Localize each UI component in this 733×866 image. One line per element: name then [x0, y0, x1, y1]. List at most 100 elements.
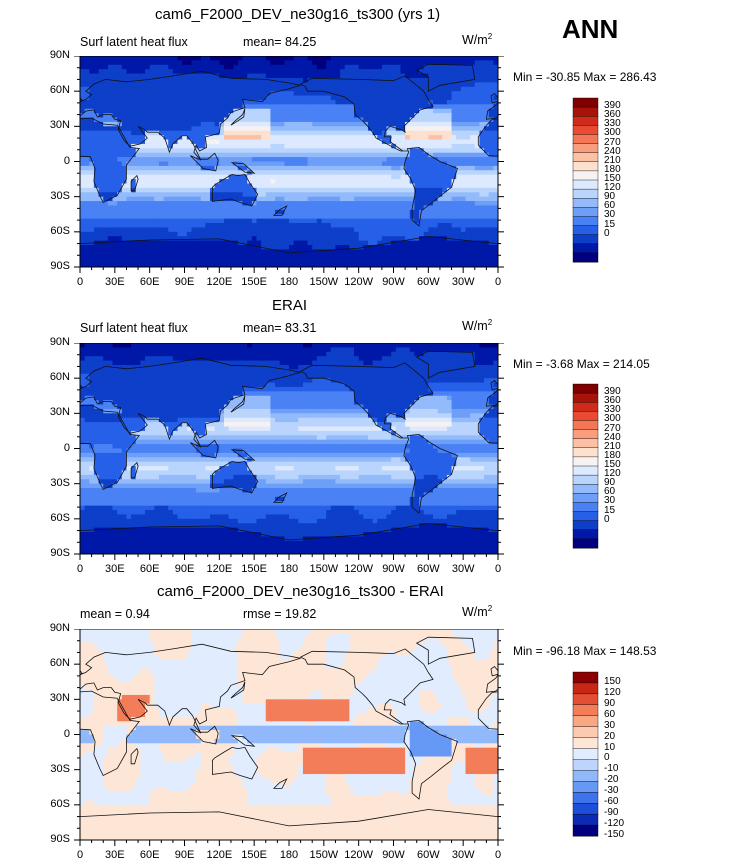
lon-tick-label: 30W	[451, 849, 475, 861]
lon-tick-label: 0	[494, 849, 502, 861]
colorbar-swatch	[572, 682, 599, 695]
colorbar-swatch	[572, 207, 599, 217]
lon-tick-label: 150W	[309, 563, 339, 575]
lon-tick-label: 0	[494, 276, 502, 288]
colorbar-level-label: -60	[604, 796, 619, 808]
coastline-africa	[80, 690, 140, 777]
coastline-eurasia	[80, 70, 301, 161]
coastline-japan	[230, 681, 246, 699]
colorbar-level-label: -10	[604, 763, 619, 775]
coastline-new_guinea	[230, 735, 256, 747]
lon-tick-label: 60W	[417, 563, 440, 575]
lat-tick-label: 60N	[49, 657, 70, 670]
lon-tick-label: 90W	[382, 849, 405, 861]
coastline-africa	[80, 404, 140, 491]
coastline-japan	[230, 395, 246, 413]
variable-label: Surf latent heat flux	[80, 321, 188, 335]
colorbar-level-label: 300	[604, 413, 621, 425]
colorbar-level-label: 240	[604, 145, 621, 157]
colorbar-level-label: 0	[604, 513, 610, 525]
lon-tick-label: 120W	[344, 276, 374, 288]
colorbar-level-label: 15	[604, 218, 616, 230]
mean-stat: mean= 83.31	[243, 321, 317, 335]
lon-tick-label: 180	[279, 563, 299, 575]
colorbar-swatch	[572, 106, 599, 117]
coastline-n_america	[299, 648, 434, 725]
colorbar-swatch	[572, 529, 599, 540]
colorbar-level-label: -30	[604, 785, 619, 797]
coastline-new_guinea	[230, 449, 256, 461]
colorbar-level-label: 120	[604, 182, 621, 194]
colorbar-level-label: 60	[604, 486, 616, 498]
colorbar-swatch	[572, 188, 599, 199]
colorbar-swatch	[572, 704, 599, 717]
coastline-greenland	[415, 350, 476, 379]
colorbar-level-label: 390	[604, 100, 621, 112]
colorbar-level-label: 20	[604, 730, 616, 742]
coastline-antarctica	[80, 236, 498, 267]
lat-tick-label: 90S	[50, 547, 70, 559]
colorbar-swatch	[572, 693, 599, 706]
map-plot	[74, 343, 504, 560]
colorbar-swatch	[572, 234, 599, 245]
lon-tick-label: 120W	[344, 563, 374, 575]
colorbar-swatch	[572, 511, 599, 522]
lon-tick-label: 120E	[206, 276, 233, 288]
lat-tick-label: 0	[63, 154, 70, 167]
colorbar-level-label: 90	[604, 477, 616, 489]
map-plot	[74, 629, 504, 846]
coastline-antarctica	[80, 809, 498, 840]
colorbar-swatch	[572, 520, 599, 531]
colorbar-swatch	[572, 179, 599, 190]
lat-tick-label: 30N	[49, 119, 70, 132]
lon-tick-label: 60E	[139, 849, 160, 861]
colorbar-swatch	[572, 726, 599, 739]
colorbar-swatch	[572, 484, 599, 494]
units-label: W/m2	[462, 604, 493, 620]
colorbar-swatch	[572, 152, 599, 163]
lon-tick-label: 90W	[382, 276, 405, 288]
lon-tick-label: 60E	[139, 276, 160, 288]
colorbar-swatch	[572, 737, 599, 750]
colorbar-swatch	[572, 824, 599, 837]
lat-tick-label: 60S	[50, 224, 70, 237]
colorbar-swatch	[572, 802, 599, 815]
colorbar-swatch	[572, 715, 599, 728]
lat-tick-label: 90S	[50, 833, 70, 845]
colorbar-level-label: 300	[604, 127, 621, 139]
colorbar-swatch	[572, 429, 599, 440]
coastline-borneo_sumatra	[190, 439, 219, 459]
colorbar-level-label: -150	[604, 829, 625, 840]
coastline-n_america	[299, 362, 434, 439]
panel-title: cam6_F2000_DEV_ne30g16_ts300 (yrs 1)	[155, 6, 441, 23]
coastline-new_guinea	[230, 162, 256, 174]
coastline-antarctica	[497, 816, 498, 840]
panel-title: cam6_F2000_DEV_ne30g16_ts300 - ERAI	[157, 583, 444, 600]
colorbar-level-label: -20	[604, 774, 619, 786]
min-max-label: Min = -3.68 Max = 214.05	[513, 357, 650, 371]
colorbar-swatch	[572, 759, 599, 771]
lon-tick-label: 150E	[241, 849, 267, 861]
colorbar-swatch	[572, 770, 599, 782]
colorbar-level-label: 15	[604, 504, 616, 516]
lon-tick-label: 30E	[105, 563, 125, 575]
panel-title: ERAI	[272, 297, 308, 314]
lon-tick-label: 180	[279, 849, 299, 861]
lon-tick-label: 120W	[344, 849, 374, 861]
lon-tick-label: 30E	[105, 276, 125, 288]
colorbar-swatch	[572, 792, 599, 804]
colorbar-level-label: 30	[604, 719, 616, 731]
lon-tick-label: 150E	[241, 276, 267, 288]
coastline-madagascar	[130, 174, 139, 192]
lat-tick-label: 90N	[49, 49, 70, 61]
colorbar-level-label: 120	[604, 468, 621, 480]
colorbar-swatch	[572, 198, 599, 208]
lon-tick-label: 120E	[206, 563, 233, 575]
lon-tick-label: 60W	[417, 849, 440, 861]
colorbar	[572, 671, 599, 837]
lat-tick-label: 60N	[49, 371, 70, 384]
colorbar-level-label: 330	[604, 118, 621, 130]
coastline-australia	[211, 173, 259, 207]
colorbar-swatch	[572, 813, 599, 826]
coastline-australia	[211, 746, 259, 780]
